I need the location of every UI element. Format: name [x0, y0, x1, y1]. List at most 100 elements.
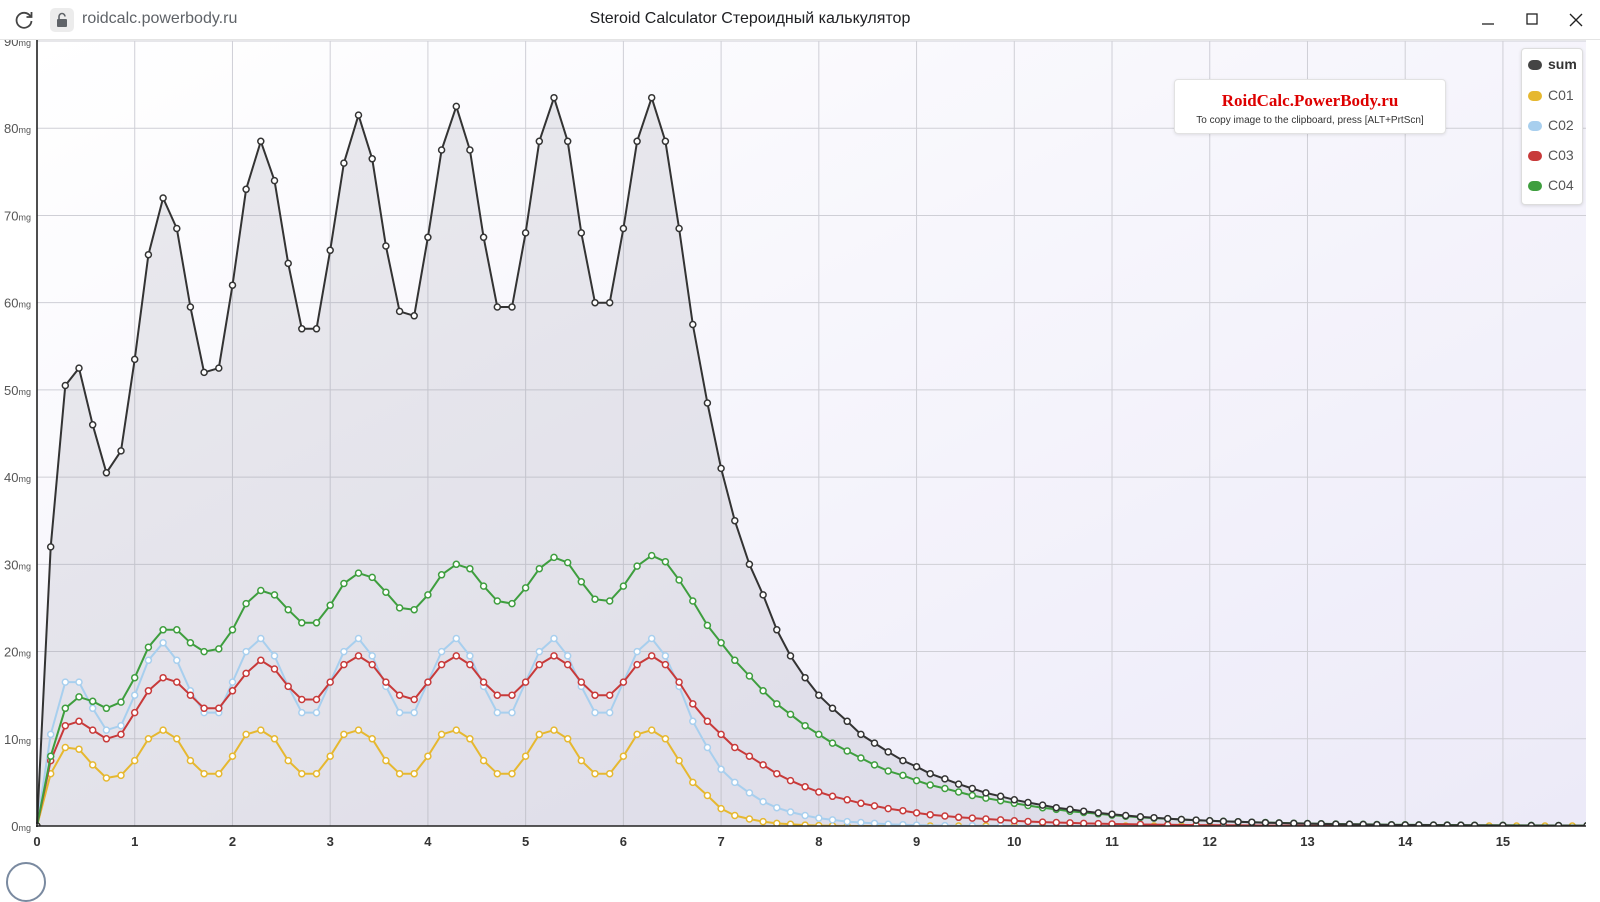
point-C04[interactable] — [46, 752, 55, 760]
point-C04[interactable] — [395, 604, 404, 612]
point-sum[interactable] — [1163, 814, 1172, 823]
point-C01[interactable] — [535, 730, 544, 739]
point-C03[interactable] — [577, 678, 586, 686]
point-C03[interactable] — [382, 678, 390, 686]
point-C01[interactable] — [647, 726, 656, 734]
point-C04[interactable] — [102, 704, 111, 713]
point-sum[interactable] — [661, 137, 670, 146]
point-C04[interactable] — [424, 591, 432, 599]
point-sum[interactable] — [633, 137, 641, 146]
point-C02[interactable] — [689, 717, 697, 726]
point-sum[interactable] — [1219, 817, 1228, 826]
point-C03[interactable] — [1010, 817, 1019, 825]
point-C01[interactable] — [242, 730, 250, 739]
point-sum[interactable] — [1108, 810, 1116, 818]
point-sum[interactable] — [1317, 820, 1325, 827]
point-sum[interactable] — [550, 93, 558, 102]
point-sum[interactable] — [1345, 820, 1354, 827]
point-sum[interactable] — [1401, 821, 1409, 828]
point-C03[interactable] — [996, 816, 1005, 824]
point-sum[interactable] — [647, 93, 656, 102]
point-C01[interactable] — [200, 769, 208, 778]
point-C04[interactable] — [675, 576, 683, 584]
point-C04[interactable] — [117, 698, 125, 706]
point-C02[interactable] — [452, 634, 461, 643]
legend-item-sum[interactable]: sum — [1528, 55, 1584, 75]
point-C01[interactable] — [466, 735, 474, 743]
point-C01[interactable] — [382, 756, 390, 765]
point-C03[interactable] — [130, 708, 139, 717]
point-C02[interactable] — [870, 819, 879, 826]
point-C02[interactable] — [61, 678, 70, 686]
point-C01[interactable] — [298, 769, 306, 778]
point-C03[interactable] — [479, 678, 488, 686]
point-C04[interactable] — [215, 645, 223, 653]
point-sum[interactable] — [1332, 820, 1340, 827]
point-C02[interactable] — [703, 743, 712, 752]
point-C04[interactable] — [257, 586, 265, 595]
point-C01[interactable] — [354, 726, 363, 734]
point-C03[interactable] — [144, 687, 153, 695]
point-C03[interactable] — [703, 717, 712, 726]
point-C01[interactable] — [759, 817, 767, 826]
point-sum[interactable] — [731, 516, 739, 525]
point-C03[interactable] — [1079, 819, 1088, 826]
corner-avatar[interactable] — [6, 862, 46, 902]
point-C04[interactable] — [88, 697, 97, 706]
point-sum[interactable] — [1275, 819, 1283, 826]
point-C04[interactable] — [899, 771, 907, 780]
point-sum[interactable] — [130, 355, 139, 364]
point-C04[interactable] — [857, 754, 865, 762]
point-sum[interactable] — [1261, 818, 1270, 826]
point-sum[interactable] — [368, 155, 376, 163]
point-sum[interactable] — [466, 146, 474, 154]
point-sum[interactable] — [117, 447, 125, 455]
point-C04[interactable] — [298, 619, 306, 627]
point-C02[interactable] — [298, 708, 306, 717]
point-sum[interactable] — [801, 673, 809, 682]
point-C01[interactable] — [479, 756, 488, 765]
point-C04[interactable] — [912, 776, 921, 785]
point-sum[interactable] — [1373, 820, 1381, 828]
point-C01[interactable] — [257, 726, 265, 734]
point-C02[interactable] — [745, 789, 754, 797]
point-sum[interactable] — [1066, 805, 1074, 814]
point-sum[interactable] — [1415, 821, 1423, 828]
point-C01[interactable] — [130, 756, 139, 765]
point-C01[interactable] — [493, 769, 502, 778]
point-C04[interactable] — [689, 597, 697, 605]
point-C04[interactable] — [508, 599, 516, 608]
point-sum[interactable] — [1010, 796, 1019, 804]
point-sum[interactable] — [1429, 821, 1438, 828]
point-C04[interactable] — [186, 639, 195, 647]
point-C03[interactable] — [1163, 821, 1172, 828]
point-sum[interactable] — [899, 756, 907, 765]
point-sum[interactable] — [200, 368, 208, 377]
point-C03[interactable] — [395, 691, 404, 699]
point-C01[interactable] — [521, 752, 530, 760]
point-C03[interactable] — [535, 660, 544, 669]
point-C02[interactable] — [605, 708, 614, 717]
point-C02[interactable] — [647, 634, 656, 643]
point-C02[interactable] — [773, 803, 781, 812]
point-C04[interactable] — [493, 597, 502, 605]
point-C02[interactable] — [410, 708, 418, 717]
point-C04[interactable] — [242, 599, 250, 608]
point-sum[interactable] — [312, 325, 321, 333]
point-C01[interactable] — [717, 804, 725, 813]
point-sum[interactable] — [745, 560, 754, 569]
point-C03[interactable] — [1108, 820, 1116, 827]
legend-item-c03[interactable]: C03 — [1528, 146, 1584, 166]
point-C03[interactable] — [912, 809, 921, 817]
point-sum[interactable] — [437, 146, 446, 154]
point-C04[interactable] — [550, 553, 558, 562]
point-sum[interactable] — [395, 307, 404, 316]
point-C01[interactable] — [452, 726, 461, 734]
point-sum[interactable] — [689, 320, 697, 329]
point-C04[interactable] — [354, 569, 363, 577]
point-C02[interactable] — [857, 818, 865, 826]
point-C01[interactable] — [144, 735, 153, 743]
point-sum[interactable] — [215, 364, 223, 372]
point-C04[interactable] — [368, 573, 376, 582]
point-C01[interactable] — [75, 745, 83, 753]
